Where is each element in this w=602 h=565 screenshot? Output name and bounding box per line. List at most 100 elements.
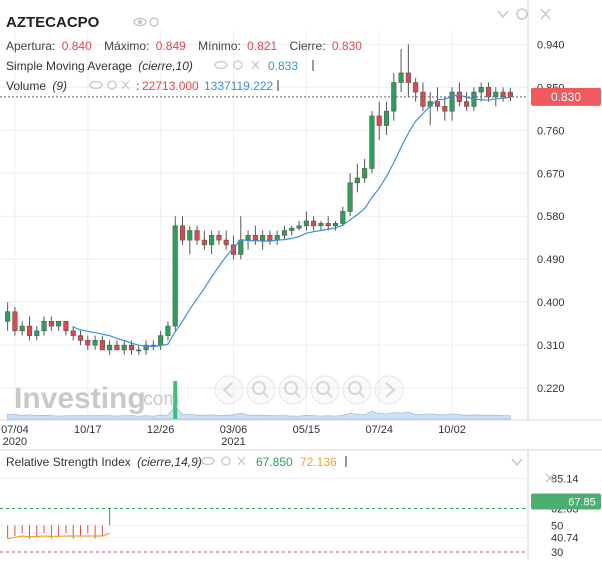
sma-legend: Simple Moving Average (cierre,10) bbox=[6, 59, 193, 73]
x-tick-label: 10/02 bbox=[438, 424, 466, 436]
rsi-y-tick-label: 50 bbox=[551, 520, 563, 532]
candle-body bbox=[194, 230, 200, 241]
close-icon bbox=[545, 473, 555, 483]
eye-icon bbox=[201, 456, 215, 466]
gear-icon bbox=[221, 456, 231, 466]
candle-body bbox=[41, 320, 47, 332]
volume-value-2: 1337119.222 bbox=[204, 79, 274, 93]
candle-body bbox=[289, 227, 295, 231]
close-button[interactable] bbox=[540, 8, 551, 20]
settings-button[interactable] bbox=[149, 17, 159, 27]
rsi-legend-tools bbox=[201, 456, 246, 466]
visibility-toggle[interactable] bbox=[133, 17, 147, 27]
sma-line bbox=[72, 94, 511, 348]
candle-body bbox=[201, 239, 207, 246]
candle-body bbox=[369, 115, 375, 169]
candle-body bbox=[252, 235, 258, 241]
candle-body bbox=[347, 182, 353, 212]
candle-body bbox=[85, 340, 91, 346]
volume-area bbox=[7, 381, 511, 420]
low-value: 0.821 bbox=[247, 39, 277, 53]
candle-body bbox=[478, 87, 484, 93]
zoom-out-button[interactable] bbox=[310, 375, 340, 405]
volume-legend: Volume (9) bbox=[6, 79, 67, 93]
volume-visibility-toggle[interactable] bbox=[89, 80, 103, 90]
candle-body bbox=[507, 91, 513, 98]
price-badge-text: 0.830 bbox=[551, 90, 581, 104]
rsi-histogram bbox=[7, 507, 111, 539]
candle-body bbox=[107, 344, 113, 351]
eye-icon bbox=[89, 80, 103, 90]
collapse-button[interactable] bbox=[497, 10, 509, 19]
candle-body bbox=[340, 211, 346, 224]
zoom-in-button[interactable] bbox=[246, 375, 276, 405]
candle-body bbox=[434, 101, 441, 107]
sma-legend-tools bbox=[214, 60, 260, 70]
candle-body bbox=[77, 335, 84, 341]
x-tick-label: 03/06 bbox=[220, 424, 248, 436]
candle-body bbox=[230, 244, 237, 255]
volume-colon: : bbox=[136, 79, 139, 93]
candle-body bbox=[223, 239, 229, 246]
candle-body bbox=[281, 230, 288, 236]
symbol-title: AZTECACPO bbox=[6, 14, 100, 31]
candle-body bbox=[34, 330, 40, 336]
chevron-down-icon bbox=[497, 10, 509, 19]
candle-body bbox=[158, 335, 164, 346]
eye-icon bbox=[214, 60, 228, 70]
rsi-params: (cierre,14,9) bbox=[137, 455, 202, 469]
volume-remove-button[interactable] bbox=[121, 80, 130, 90]
volume-settings-button[interactable] bbox=[107, 80, 117, 90]
rsi-collapse-button[interactable] bbox=[511, 458, 523, 467]
sma-settings-button[interactable] bbox=[233, 60, 243, 70]
gear-icon bbox=[233, 60, 243, 70]
open-value: 0.840 bbox=[62, 39, 92, 53]
candle-body bbox=[449, 91, 455, 112]
zoom-reset-icon bbox=[284, 381, 298, 395]
candle-body bbox=[209, 235, 215, 246]
candle-body bbox=[136, 349, 142, 352]
candle-body bbox=[121, 344, 127, 351]
rsi-legend: Relative Strength Index (cierre,14,9) 67… bbox=[6, 455, 347, 469]
investing-watermark: Investing .com bbox=[14, 382, 179, 415]
candle-body bbox=[296, 225, 302, 229]
sma-remove-button[interactable] bbox=[251, 60, 260, 70]
zoom-in-icon bbox=[252, 381, 266, 395]
candle-body bbox=[500, 91, 506, 98]
x-tick-label: 07/24 bbox=[365, 424, 393, 436]
watermark-name: Investing bbox=[14, 382, 146, 415]
zoom-fit-button[interactable] bbox=[342, 375, 372, 405]
sma-value: 0.833 bbox=[268, 59, 298, 73]
chevron-right-icon bbox=[385, 382, 396, 398]
rsi-value: 67.850 bbox=[256, 455, 293, 469]
gear-icon bbox=[149, 17, 159, 27]
scroll-right-button[interactable] bbox=[374, 375, 404, 405]
volume-area-path bbox=[7, 405, 511, 420]
candle-body bbox=[48, 320, 54, 327]
close-label: Cierre: bbox=[290, 39, 326, 53]
candle-body bbox=[12, 311, 18, 332]
rsi-visibility-toggle[interactable] bbox=[201, 456, 215, 466]
scroll-left-button[interactable] bbox=[214, 375, 244, 405]
candle-body bbox=[311, 220, 317, 227]
candle-body bbox=[325, 223, 331, 227]
zoom-reset-button[interactable] bbox=[278, 375, 308, 405]
legend: AZTECACPO Apertura: 0.840 Máximo: 0.849 … bbox=[6, 14, 362, 93]
rsi-close-button[interactable] bbox=[545, 473, 555, 483]
sma-visibility-toggle[interactable] bbox=[214, 60, 228, 70]
rsi-panel-controls bbox=[511, 458, 555, 483]
rsi-remove-button[interactable] bbox=[237, 456, 246, 466]
maximize-button[interactable] bbox=[516, 8, 528, 20]
chart-toolbar bbox=[214, 375, 404, 405]
candle-body bbox=[383, 110, 390, 126]
candle-body bbox=[179, 225, 186, 241]
candle-body bbox=[5, 311, 11, 322]
candle-body bbox=[405, 72, 411, 83]
open-label: Apertura: bbox=[6, 39, 55, 53]
high-label: Máximo: bbox=[104, 39, 149, 53]
rsi-settings-button[interactable] bbox=[221, 456, 231, 466]
candle-body bbox=[92, 340, 98, 346]
candle-body bbox=[216, 235, 222, 241]
candle-body bbox=[442, 106, 448, 112]
